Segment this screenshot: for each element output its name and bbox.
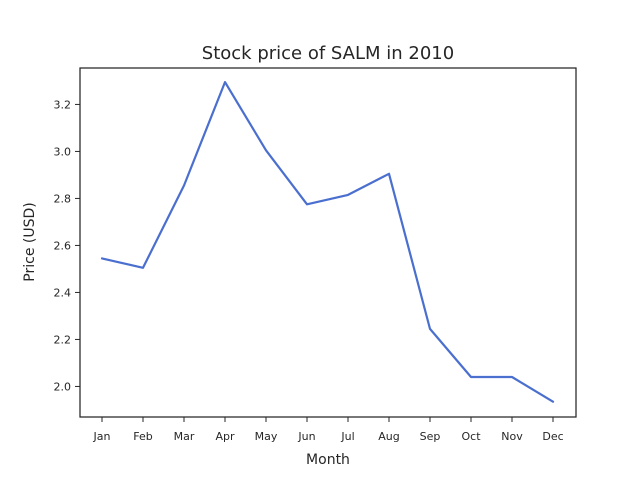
x-tick-label: Nov bbox=[501, 430, 523, 443]
x-tick-label: May bbox=[255, 430, 278, 443]
y-axis: 2.0 2.2 2.4 2.6 2.8 3.0 3.2 bbox=[54, 98, 80, 393]
y-tick-label: 3.0 bbox=[54, 145, 72, 158]
x-tick-label: Apr bbox=[215, 430, 235, 443]
x-tick-label: Sep bbox=[420, 430, 441, 443]
x-axis: Jan Feb Mar Apr May Jun Jul Aug Sep Oct Nov Dec bbox=[93, 417, 564, 443]
series-group bbox=[100, 80, 555, 403]
x-tick-label: Dec bbox=[542, 430, 563, 443]
x-axis-label: Month bbox=[306, 452, 350, 468]
y-axis-label: Price (USD) bbox=[22, 202, 38, 281]
x-tick-label: Mar bbox=[174, 430, 195, 443]
x-tick-label: Feb bbox=[133, 430, 152, 443]
y-tick-label: 2.0 bbox=[54, 380, 72, 393]
series-line bbox=[100, 80, 555, 403]
y-tick-label: 3.2 bbox=[54, 98, 72, 111]
x-tick-label: Aug bbox=[378, 430, 399, 443]
y-tick-label: 2.4 bbox=[54, 286, 72, 299]
y-tick-label: 2.2 bbox=[54, 333, 72, 346]
chart-title: Stock price of SALM in 2010 bbox=[202, 43, 454, 64]
y-tick-label: 2.6 bbox=[54, 239, 72, 252]
y-tick-label: 2.8 bbox=[54, 192, 72, 205]
x-tick-label: Jul bbox=[340, 430, 354, 443]
plot-area: 2.0 2.2 2.4 2.6 2.8 3.0 3.2 Jan Feb Mar Apr May Jun… bbox=[54, 67, 577, 443]
plot-frame bbox=[79, 67, 577, 418]
x-tick-label: Oct bbox=[461, 430, 481, 443]
x-tick-label: Jun bbox=[297, 430, 315, 443]
x-tick-label: Jan bbox=[93, 430, 111, 443]
